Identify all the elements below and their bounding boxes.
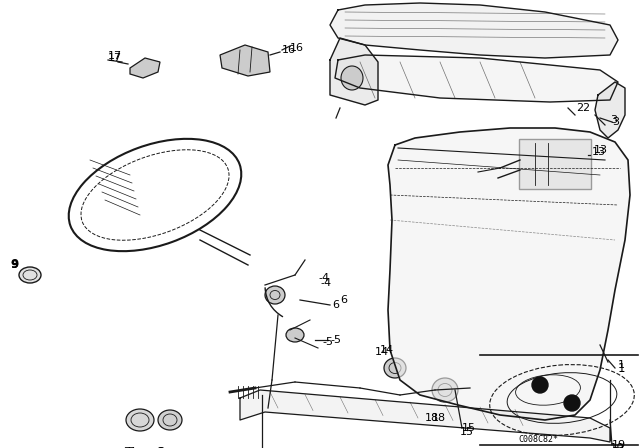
Text: 6: 6 [340,295,347,305]
Text: -4: -4 [320,278,331,288]
Ellipse shape [286,328,304,342]
Ellipse shape [265,286,285,304]
Text: 2: 2 [577,103,584,113]
Polygon shape [220,45,270,76]
Ellipse shape [384,358,406,378]
Text: 19: 19 [612,440,626,448]
Text: 13: 13 [594,145,608,155]
Polygon shape [595,82,625,138]
Text: 1: 1 [618,360,625,370]
Text: 3: 3 [612,117,619,127]
Text: 8: 8 [156,447,164,448]
Text: 13: 13 [592,147,606,157]
Polygon shape [388,128,630,420]
Text: -4: -4 [318,273,329,283]
Text: 15: 15 [460,427,474,437]
Polygon shape [330,3,618,58]
Text: 1: 1 [618,362,625,375]
Circle shape [564,395,580,411]
Text: 14: 14 [380,345,394,355]
Text: 7: 7 [124,447,131,448]
Text: 19: 19 [610,441,625,448]
Polygon shape [335,55,618,102]
Text: 16: 16 [282,45,296,55]
Text: 17: 17 [108,51,122,61]
Circle shape [532,377,548,393]
Ellipse shape [341,66,363,90]
Polygon shape [330,38,378,105]
Text: 9: 9 [10,260,18,270]
Text: 18: 18 [425,413,439,423]
FancyBboxPatch shape [519,139,591,189]
Ellipse shape [158,410,182,430]
Text: 6: 6 [332,300,339,310]
Text: 9: 9 [10,258,19,271]
Ellipse shape [432,378,458,402]
Text: 14: 14 [375,347,389,357]
Text: 18: 18 [432,413,446,423]
Text: 3: 3 [610,115,617,125]
Polygon shape [240,390,610,442]
Ellipse shape [19,267,41,283]
Text: -5: -5 [330,335,341,345]
Text: 7: 7 [127,447,134,448]
Polygon shape [130,58,160,78]
Text: 17: 17 [108,53,122,63]
Text: -5: -5 [322,337,333,347]
Text: C008C82*: C008C82* [518,435,558,444]
Text: 8: 8 [157,447,164,448]
Text: 2: 2 [582,103,589,113]
Ellipse shape [126,409,154,431]
Text: 15: 15 [462,423,476,433]
Text: 16: 16 [290,43,304,53]
